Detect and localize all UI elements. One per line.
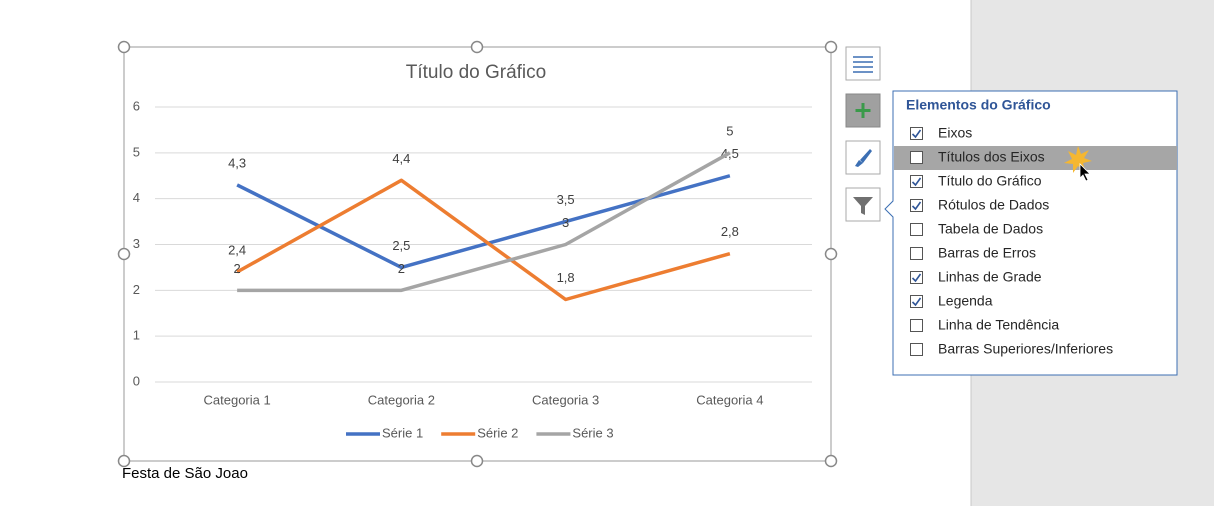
legend-label: Série 3 (572, 425, 613, 440)
caption: Festa de São Joao (122, 465, 248, 482)
brush-icon (855, 149, 872, 167)
data-label: 2,4 (228, 242, 246, 257)
legend-label: Série 1 (382, 425, 423, 440)
legend-label: Série 2 (477, 425, 518, 440)
check-mark (911, 129, 922, 139)
data-label: 1,8 (557, 270, 575, 285)
y-tick-label: 3 (133, 236, 140, 251)
data-label: 2 (234, 261, 241, 276)
data-label: 4,3 (228, 155, 246, 170)
checkbox[interactable] (910, 223, 923, 236)
resize-handle[interactable] (117, 454, 131, 468)
item-label[interactable]: Linha de Tendência (938, 317, 1059, 333)
item-label[interactable]: Eixos (938, 125, 972, 141)
checkbox[interactable] (910, 295, 923, 308)
item-label[interactable]: Legenda (938, 293, 993, 309)
x-tick-label: Categoria 3 (532, 392, 599, 407)
data-label: 5 (726, 123, 733, 138)
y-tick-label: 2 (133, 282, 140, 297)
item-label[interactable]: Título do Gráfico (938, 173, 1042, 189)
check-mark (911, 177, 922, 187)
checkbox[interactable] (910, 127, 923, 140)
cursor (1079, 163, 1091, 182)
check-mark (911, 201, 922, 211)
resize-handle[interactable] (824, 247, 838, 261)
y-tick-label: 1 (133, 328, 140, 343)
data-label: 2 (398, 261, 405, 276)
chart-frame[interactable] (123, 46, 832, 462)
data-label: 2,5 (392, 238, 410, 253)
resize-handle[interactable] (117, 40, 131, 54)
item-label[interactable]: Barras Superiores/Inferiores (938, 341, 1113, 357)
resize-handle[interactable] (824, 40, 838, 54)
popup-title: Elementos do Gráfico (906, 97, 1051, 113)
resize-handle[interactable] (117, 247, 131, 261)
checkbox[interactable] (910, 343, 923, 356)
x-tick-label: Categoria 2 (368, 392, 435, 407)
check-mark (911, 297, 922, 307)
item-label[interactable]: Tabela de Dados (938, 221, 1043, 237)
resize-handle[interactable] (470, 454, 484, 468)
item-hover (894, 146, 1177, 170)
data-label: 3,5 (557, 192, 575, 207)
item-label[interactable]: Títulos dos Eixos (938, 149, 1045, 165)
chart-title: Título do Gráfico (406, 62, 546, 83)
resize-handle[interactable] (470, 40, 484, 54)
check-mark (911, 273, 922, 283)
checkbox[interactable] (910, 175, 923, 188)
x-tick-label: Categoria 4 (696, 392, 763, 407)
checkbox[interactable] (910, 247, 923, 260)
item-label[interactable]: Barras de Erros (938, 245, 1036, 261)
data-label: 4,4 (392, 151, 410, 166)
item-label[interactable]: Linhas de Grade (938, 269, 1042, 285)
plus-icon (855, 103, 871, 118)
click-burst (1064, 146, 1092, 173)
y-tick-label: 4 (133, 190, 140, 205)
y-tick-label: 0 (133, 373, 140, 388)
layout-button[interactable] (845, 46, 881, 81)
y-tick-label: 5 (133, 144, 140, 159)
checkbox[interactable] (910, 319, 923, 332)
item-label[interactable]: Rótulos de Dados (938, 197, 1049, 213)
checkbox[interactable] (910, 199, 923, 212)
data-label: 2,8 (721, 224, 739, 239)
series-line (237, 151, 731, 293)
layout-icon (853, 56, 873, 73)
y-tick-label: 6 (133, 98, 140, 113)
chart-tools (845, 46, 881, 222)
checkbox[interactable] (910, 151, 923, 164)
filter-icon (853, 197, 873, 215)
data-label: 3 (562, 215, 569, 230)
checkbox[interactable] (910, 271, 923, 284)
series-line (236, 178, 731, 302)
x-tick-label: Categoria 1 (204, 392, 271, 407)
resize-handle[interactable] (824, 454, 838, 468)
